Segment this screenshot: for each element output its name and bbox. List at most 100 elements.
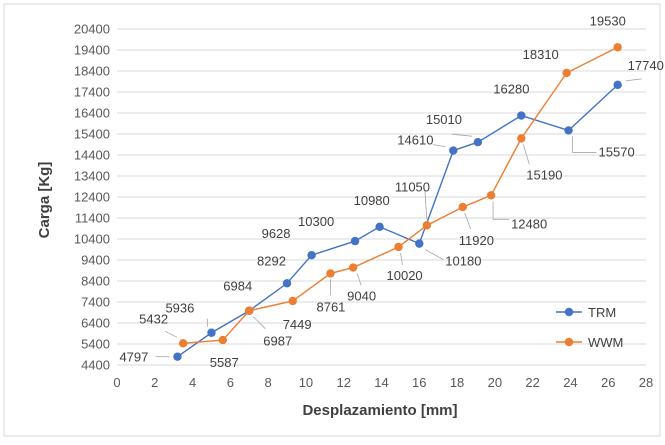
y-tick-label: 10400 [74, 232, 110, 247]
data-label: 7449 [283, 317, 312, 332]
data-label: 15010 [426, 112, 462, 127]
y-tick-label: 4400 [81, 358, 110, 373]
x-tick-label: 22 [525, 375, 539, 390]
data-label: 15570 [599, 144, 635, 159]
data-point-trm [207, 328, 216, 337]
label-leader-line [492, 201, 510, 220]
y-tick-label: 17400 [74, 85, 110, 100]
y-tick-label: 7400 [81, 295, 110, 310]
data-point-trm [350, 236, 360, 246]
x-tick-label: 16 [412, 375, 426, 390]
y-tick-label: 19400 [74, 43, 110, 58]
legend-item-trm: TRM [556, 305, 616, 320]
x-tick-label: 20 [488, 375, 502, 390]
x-tick-label: 26 [601, 375, 615, 390]
data-point-wwm [394, 242, 403, 252]
y-tick-label: 14400 [74, 148, 110, 163]
x-tick-label: 8 [265, 375, 272, 390]
data-label: 10980 [354, 193, 390, 208]
label-leader-line [572, 136, 597, 153]
data-point-trm [473, 137, 483, 147]
label-leader-line [625, 78, 642, 82]
data-label: 12480 [511, 216, 547, 231]
data-label: 8292 [257, 253, 286, 268]
data-point-wwm [486, 191, 496, 200]
y-tick-label: 13400 [74, 169, 110, 184]
data-label: 9040 [347, 289, 376, 304]
x-tick-label: 18 [450, 375, 464, 390]
label-leader-line [424, 189, 428, 220]
legend-swatch-marker [564, 337, 574, 347]
label-leader-line [433, 144, 446, 147]
y-tick-label: 11400 [75, 211, 110, 226]
x-tick-label: 6 [227, 375, 234, 390]
data-label: 11920 [459, 233, 494, 248]
data-label: 5936 [165, 301, 194, 316]
y-tick-label: 16400 [74, 106, 110, 121]
data-point-wwm [562, 68, 571, 78]
data-label: 18310 [523, 47, 559, 62]
axes: 4400 5400 6400 7400 8400 9400 10400 11400 12400 1… [74, 22, 653, 391]
data-label: 10180 [445, 254, 481, 269]
label-leader-lines [155, 78, 642, 358]
data-point-trm [564, 126, 573, 135]
x-tick-label: 0 [113, 375, 120, 390]
label-leader-line [425, 249, 444, 260]
y-tick-label: 20400 [74, 22, 110, 37]
y-tick-label: 6400 [81, 316, 110, 331]
y-tick-label: 8400 [81, 274, 110, 289]
data-point-trm [415, 239, 424, 248]
chart-area-border [3, 3, 661, 437]
data-point-wwm [613, 43, 622, 52]
gridlines [117, 28, 646, 366]
x-tick-label: 24 [563, 375, 577, 390]
x-tick-label: 28 [639, 375, 653, 390]
data-point-trm [282, 279, 292, 288]
data-point-trm [449, 146, 458, 155]
y-tick-label: 12400 [74, 190, 110, 205]
x-tick-label: 10 [299, 375, 313, 390]
data-label: 14610 [397, 133, 433, 148]
data-label: 5432 [139, 311, 168, 326]
data-point-trm [307, 251, 316, 260]
data-point-wwm [245, 306, 254, 315]
data-point-wwm [326, 269, 335, 278]
legend-label: TRM [588, 305, 616, 320]
label-leader-line [522, 144, 530, 165]
data-point-trm [613, 80, 622, 90]
data-point-trm [517, 111, 526, 120]
x-tick-label: 12 [336, 375, 350, 390]
x-axis-title: Desplazamiento [mm] [302, 402, 457, 419]
data-label: 9628 [262, 226, 291, 241]
label-leader-line [164, 330, 178, 338]
data-label: 10300 [298, 214, 334, 229]
label-leader-line [464, 212, 472, 230]
y-axis-title: Carga [Kg] [36, 162, 53, 239]
data-label: 19530 [590, 13, 626, 28]
data-point-wwm [218, 335, 227, 345]
label-leader-line [400, 252, 403, 266]
data-label: 17740 [628, 58, 664, 73]
label-leader-line [356, 273, 362, 286]
y-tick-label: 5400 [81, 337, 110, 352]
data-label: 6987 [263, 334, 292, 349]
legend-label: WWM [588, 335, 623, 350]
x-tick-label: 2 [151, 375, 158, 390]
legend-item-wwm: WWM [556, 335, 623, 350]
data-point-wwm [517, 134, 526, 143]
y-tick-label: 18400 [74, 64, 110, 79]
data-label: 5587 [210, 355, 239, 370]
legend-swatch-marker [564, 307, 574, 317]
x-tick-label: 14 [374, 375, 388, 390]
data-point-wwm [348, 263, 358, 272]
data-label: 15190 [526, 167, 562, 182]
data-point-wwm [422, 221, 432, 230]
data-label: 16280 [493, 82, 529, 97]
data-label: 8761 [316, 299, 345, 314]
data-point-wwm [178, 339, 188, 348]
label-leader-line [451, 133, 472, 137]
data-point-trm [375, 222, 384, 232]
data-point-wwm [458, 202, 467, 212]
